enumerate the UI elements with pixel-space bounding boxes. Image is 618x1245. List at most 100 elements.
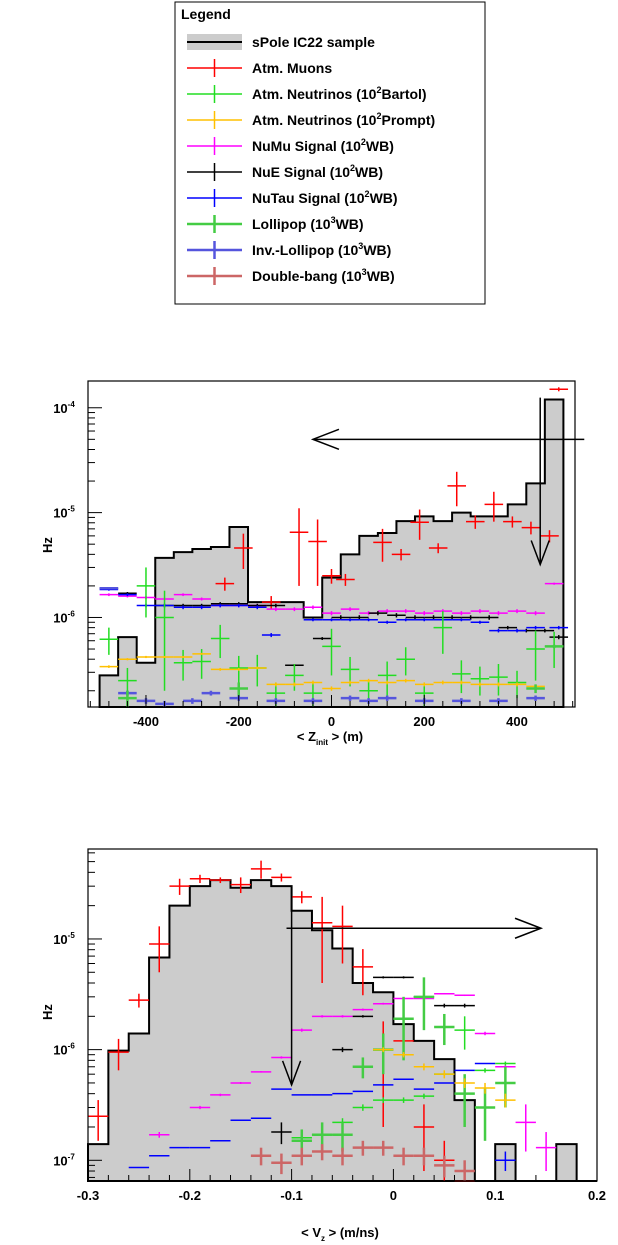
data-point bbox=[405, 615, 425, 620]
data-point bbox=[470, 666, 490, 696]
data-point bbox=[128, 1166, 150, 1169]
data-point bbox=[303, 618, 323, 622]
data-point bbox=[489, 628, 508, 633]
data-point bbox=[155, 590, 174, 691]
x-tick-label: -0.1 bbox=[280, 1188, 302, 1203]
data-point bbox=[291, 891, 312, 904]
data-point bbox=[540, 530, 559, 543]
data-point bbox=[340, 618, 360, 622]
x-tick-label: -200 bbox=[226, 714, 252, 729]
data-point bbox=[373, 1047, 394, 1053]
data-point bbox=[454, 1003, 475, 1008]
data-point bbox=[373, 1002, 394, 1005]
arrow-head bbox=[530, 540, 550, 567]
data-point bbox=[442, 615, 462, 620]
y-tick-label: 10-4 bbox=[53, 400, 75, 416]
legend-label: NuMu Signal (102WB) bbox=[252, 137, 394, 154]
data-point bbox=[322, 618, 341, 622]
data-point bbox=[271, 1056, 292, 1059]
legend-entry-lollipop: Lollipop (103WB) bbox=[187, 215, 364, 233]
cut-direction-arrow bbox=[286, 917, 544, 939]
data-point bbox=[266, 682, 286, 687]
series-atm_nu_bartol bbox=[99, 567, 564, 707]
data-point bbox=[229, 667, 249, 671]
legend-label: NuE Signal (102WB) bbox=[252, 163, 383, 180]
data-point bbox=[433, 680, 453, 685]
legend-label: Atm. Muons bbox=[252, 60, 332, 76]
data-point bbox=[396, 609, 415, 614]
data-point bbox=[413, 1147, 435, 1166]
data-point bbox=[234, 533, 253, 569]
legend-label: Atm. Neutrinos (102Prompt) bbox=[252, 111, 435, 128]
data-point bbox=[340, 695, 360, 701]
x-tick-label: 200 bbox=[413, 714, 435, 729]
y-tick-label: 10-5 bbox=[53, 505, 75, 521]
data-point bbox=[452, 660, 471, 694]
data-point bbox=[549, 625, 569, 630]
data-point bbox=[189, 874, 211, 884]
data-point bbox=[350, 615, 369, 620]
y-tick-label: 10-7 bbox=[53, 1152, 75, 1168]
data-point bbox=[410, 509, 429, 540]
data-point bbox=[414, 618, 434, 622]
data-point bbox=[377, 695, 397, 701]
data-point bbox=[373, 976, 394, 979]
series-atm_nu_bartol bbox=[291, 1016, 516, 1145]
data-point bbox=[173, 649, 193, 681]
data-point bbox=[312, 637, 332, 640]
data-point bbox=[454, 1160, 475, 1181]
series-nutau bbox=[99, 588, 569, 638]
data-point bbox=[413, 1063, 435, 1071]
series-double_bang bbox=[250, 1140, 475, 1181]
data-point bbox=[210, 1093, 231, 1097]
data-point bbox=[322, 611, 341, 616]
x-tick-label: 0 bbox=[328, 714, 335, 729]
legend-label: Inv.-Lollipop (103WB) bbox=[252, 241, 391, 258]
data-point bbox=[489, 611, 508, 616]
legend-label: sPole IC22 sample bbox=[252, 34, 375, 50]
legend-entry-nue: NuE Signal (102WB) bbox=[187, 163, 383, 181]
legend-entry-double_bang: Double-bang (103WB) bbox=[187, 267, 395, 285]
data-point bbox=[352, 1104, 374, 1111]
data-point bbox=[303, 680, 323, 685]
data-point bbox=[136, 567, 156, 618]
x-axis-title: < Zinit > (m) bbox=[297, 729, 363, 747]
data-point bbox=[549, 635, 569, 640]
data-point bbox=[352, 949, 374, 996]
x-axis: -400 -200 0 200 400 < Zinit > (m) bbox=[89, 695, 574, 747]
legend-label: Atm. Neutrinos (102Bartol) bbox=[252, 85, 427, 102]
data-point bbox=[474, 1068, 496, 1073]
data-point bbox=[340, 680, 360, 685]
data-point bbox=[507, 609, 527, 614]
data-point bbox=[332, 1047, 353, 1053]
data-point bbox=[526, 625, 545, 630]
data-point bbox=[521, 521, 541, 535]
data-point bbox=[201, 690, 221, 696]
data-point bbox=[250, 860, 272, 879]
data-point bbox=[515, 1104, 536, 1152]
data-point bbox=[461, 615, 480, 620]
data-point bbox=[526, 695, 545, 701]
data-point bbox=[88, 1100, 109, 1141]
data-point bbox=[230, 1081, 251, 1084]
data-point bbox=[454, 1078, 475, 1089]
data-point bbox=[192, 652, 211, 655]
x-tick-label: -0.3 bbox=[77, 1188, 99, 1203]
legend-title: Legend bbox=[181, 6, 231, 22]
data-point bbox=[454, 994, 475, 997]
data-point bbox=[118, 658, 137, 661]
data-point bbox=[311, 1144, 333, 1161]
data-point bbox=[336, 573, 355, 586]
data-point bbox=[373, 1097, 394, 1103]
data-point bbox=[173, 655, 193, 659]
data-point bbox=[489, 663, 508, 696]
data-point bbox=[99, 665, 119, 668]
data-point bbox=[128, 993, 150, 1008]
data-point bbox=[470, 682, 490, 687]
data-point bbox=[189, 1105, 211, 1110]
y-tick-label: 10-5 bbox=[53, 931, 75, 947]
sample-histogram bbox=[98, 398, 565, 708]
data-point bbox=[393, 976, 414, 979]
data-point bbox=[210, 624, 230, 659]
data-point bbox=[393, 1097, 414, 1103]
